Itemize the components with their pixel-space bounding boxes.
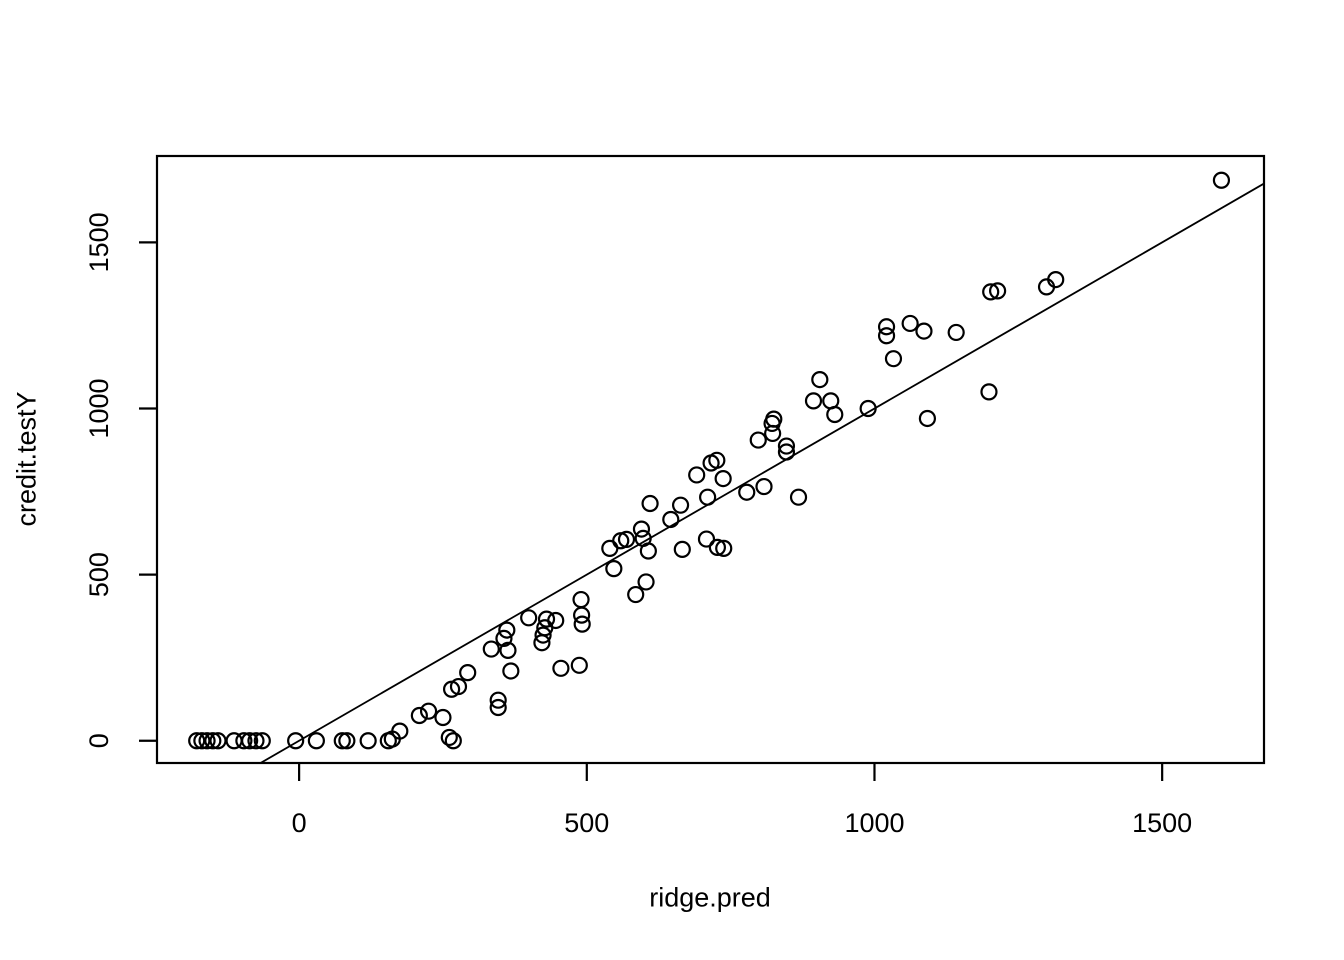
data-point: [708, 451, 726, 469]
data-point: [982, 283, 1000, 301]
data-point: [537, 610, 556, 628]
data-point: [204, 732, 222, 750]
data-point: [671, 496, 690, 514]
data-point: [570, 656, 588, 674]
data-point: [632, 520, 651, 538]
data-point: [639, 542, 657, 560]
data-point: [877, 318, 896, 336]
y-axis-tick-label: 1500: [84, 212, 114, 272]
x-axis-tick-label: 500: [564, 808, 609, 838]
data-point: [502, 662, 520, 680]
data-point: [789, 488, 808, 506]
data-point: [601, 539, 619, 557]
data-point: [915, 322, 933, 340]
data-point: [307, 732, 325, 750]
data-point: [764, 424, 782, 443]
data-point: [188, 732, 206, 750]
data-point: [662, 510, 680, 529]
data-point: [749, 431, 767, 449]
data-point: [498, 621, 516, 639]
data-point: [333, 732, 351, 750]
plot-box: [155, 154, 1266, 765]
data-point: [947, 323, 965, 342]
data-point: [287, 732, 305, 750]
data-point: [235, 732, 253, 750]
y-axis-label: credit.testY: [11, 391, 42, 527]
data-point: [489, 691, 507, 709]
data-point: [552, 659, 570, 677]
data-point: [572, 590, 590, 609]
data-point: [482, 640, 500, 658]
data-point: [1047, 270, 1065, 289]
data-point: [573, 606, 591, 624]
data-point: [547, 611, 565, 630]
data-point: [440, 728, 458, 747]
data-point: [714, 470, 732, 488]
data-point: [573, 615, 591, 633]
data-point: [338, 732, 356, 750]
data-point: [449, 677, 468, 696]
data-point: [901, 314, 919, 333]
data-point: [877, 327, 896, 345]
y-axis-tick-label: 0: [84, 733, 114, 748]
x-axis-label: ridge.pred: [649, 882, 771, 913]
data-point: [777, 443, 796, 461]
data-point: [520, 609, 538, 627]
data-point: [489, 698, 507, 717]
data-point: [534, 626, 552, 644]
data-point: [499, 641, 517, 659]
data-point: [738, 483, 756, 501]
data-point: [193, 732, 211, 750]
data-point: [811, 370, 829, 389]
data-point: [434, 708, 452, 727]
data-point: [673, 540, 691, 558]
data-point: [989, 282, 1007, 300]
data-point: [241, 732, 259, 750]
y-axis-tick-label: 1000: [84, 378, 114, 438]
x-axis-tick-label: 0: [292, 808, 307, 838]
x-axis-tick-label: 1000: [844, 808, 904, 838]
data-point: [804, 392, 823, 410]
data-point: [777, 437, 796, 455]
data-point: [359, 732, 377, 750]
data-point: [688, 466, 706, 484]
data-point: [198, 732, 216, 750]
data-point: [410, 706, 428, 725]
data-point: [755, 477, 773, 496]
data-point: [697, 530, 716, 548]
x-axis-tick-label: 1500: [1132, 808, 1192, 838]
y-axis-tick-label: 500: [84, 552, 114, 597]
data-point: [637, 573, 655, 591]
data-point: [247, 732, 265, 750]
data-point: [708, 538, 727, 556]
data-point: [419, 702, 438, 720]
data-point: [884, 350, 903, 368]
data-point: [627, 585, 645, 604]
data-point: [826, 405, 844, 424]
data-point: [459, 664, 477, 682]
data-point: [715, 539, 733, 557]
data-point: [495, 629, 513, 648]
data-point: [617, 530, 636, 549]
data-point: [980, 383, 998, 401]
data-point: [391, 722, 409, 740]
data-point: [918, 409, 937, 428]
data-point: [209, 732, 227, 750]
data-point: [253, 732, 271, 750]
data-point: [605, 560, 623, 578]
data-point: [444, 732, 462, 750]
data-point: [641, 494, 659, 513]
data-point: [1212, 171, 1231, 189]
data-point: [859, 399, 877, 418]
data-point: [699, 488, 717, 506]
